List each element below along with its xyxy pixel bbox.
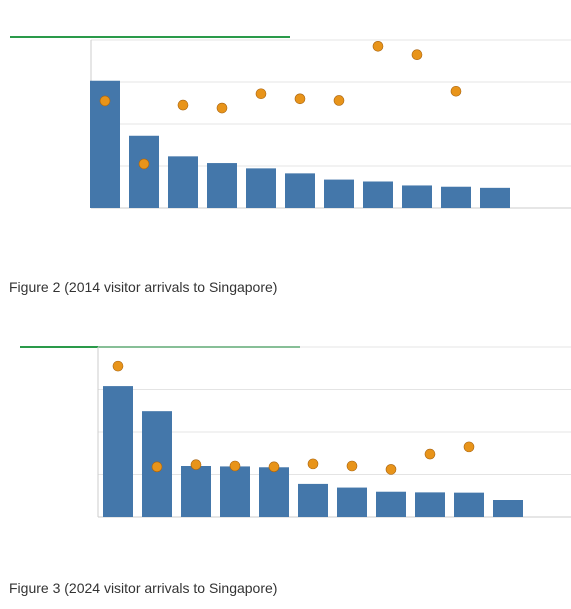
- scatter-point: [346, 460, 358, 472]
- scatter-point: [411, 49, 423, 61]
- figure-2-caption: Figure 2 (2014 visitor arrivals to Singa…: [9, 279, 278, 295]
- scatter-point: [268, 461, 280, 473]
- scatter-point: [333, 95, 345, 106]
- scatter-point: [112, 360, 124, 372]
- scatter-point: [99, 95, 111, 107]
- bar: [285, 173, 315, 208]
- bar: [129, 135, 159, 208]
- scatter-point: [463, 441, 475, 453]
- chart-2024: [20, 346, 571, 518]
- bar: [298, 483, 328, 517]
- scatter-point: [229, 460, 241, 472]
- scatter-point: [294, 93, 306, 105]
- scatter-point: [307, 458, 319, 470]
- bar: [168, 156, 198, 208]
- figure-3-caption: Figure 3 (2024 visitor arrivals to Singa…: [9, 580, 278, 596]
- bar: [480, 187, 510, 208]
- bar: [324, 179, 354, 208]
- scatter-point: [216, 102, 228, 114]
- scatter-point: [424, 448, 436, 460]
- bar: [246, 168, 276, 208]
- bar: [363, 181, 393, 208]
- scatter-point: [151, 461, 163, 473]
- bar: [454, 492, 484, 517]
- scatter-point: [190, 459, 202, 471]
- scatter-point: [372, 40, 384, 52]
- bar: [415, 492, 445, 517]
- bar: [103, 386, 133, 517]
- bar: [207, 163, 237, 208]
- bar: [376, 491, 406, 517]
- scatter-point: [177, 99, 189, 111]
- scatter-point: [450, 85, 462, 97]
- bar: [220, 466, 250, 517]
- chart-2014: [10, 36, 571, 209]
- bar: [493, 500, 523, 517]
- bar: [181, 466, 211, 517]
- chart-panel-2024: [0, 307, 571, 575]
- scatter-point: [255, 88, 267, 100]
- chart-panel-2014: [0, 0, 571, 270]
- bar: [259, 467, 289, 517]
- bar: [402, 185, 432, 208]
- bar: [337, 487, 367, 517]
- scatter-point: [138, 158, 150, 170]
- scatter-point: [385, 464, 397, 475]
- bar: [441, 186, 471, 208]
